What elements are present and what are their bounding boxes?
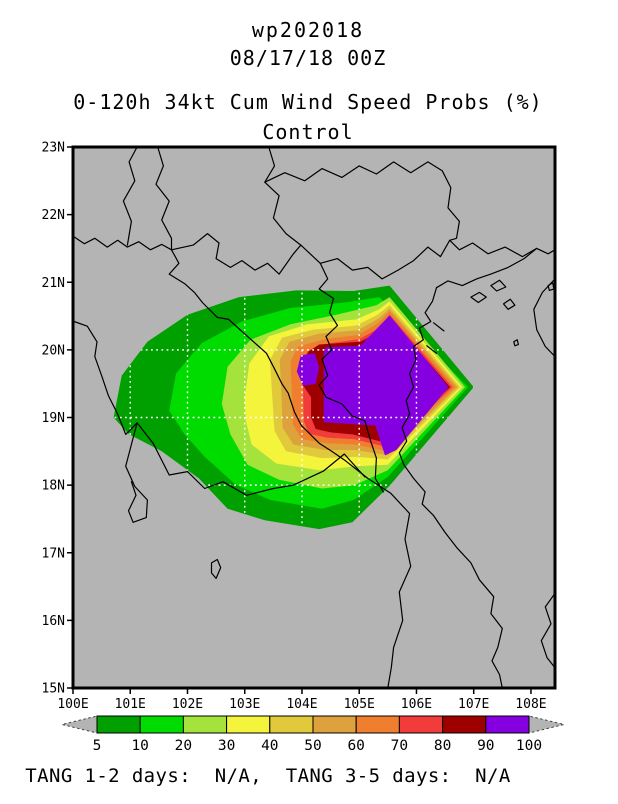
coastline-coast-vietnam [398, 287, 503, 689]
colorbar-swatch-70 [398, 715, 444, 734]
lon-tick-label-106E: 106E [401, 697, 432, 712]
init-datetime: 08/17/18 00Z [230, 46, 387, 70]
coastline-border-18n [136, 422, 366, 496]
gridlines [113, 285, 474, 530]
colorbar-arrow-right [528, 715, 565, 734]
lat-tick-label-22N: 22N [42, 208, 65, 223]
colorbar-swatch-90 [485, 715, 530, 734]
lat-tick-label-23N: 23N [42, 141, 65, 156]
colorbar-swatch-60 [355, 715, 400, 734]
lon-tick-label-101E: 101E [115, 697, 146, 712]
colorbar-label-70: 70 [391, 738, 408, 754]
coastline-border-china-ne [264, 161, 460, 241]
coastline-border-china-west [155, 146, 173, 251]
coastline-coast-east-edge [540, 592, 556, 669]
lon-tick-label-104E: 104E [286, 697, 317, 712]
coastline-border-china-main [264, 146, 556, 280]
island-6 [513, 339, 520, 347]
colorbar-label-30: 30 [218, 738, 235, 754]
coastline-border-china-nw [122, 146, 138, 246]
coastline-border-mid [170, 233, 302, 275]
colorbar-label-50: 50 [304, 738, 321, 754]
colorbar-swatch-80 [442, 715, 487, 734]
product-title: 0-120h 34kt Cum Wind Speed Probs (%) [73, 90, 542, 114]
coastline-coast-gulf-north [435, 247, 538, 289]
lat-tick-label-19N: 19N [42, 411, 65, 426]
colorbar-swatch-5 [96, 715, 141, 734]
lat-tick-label-18N: 18N [42, 479, 65, 494]
lon-tick-label-103E: 103E [229, 697, 260, 712]
lon-tick-label-100E: 100E [57, 697, 88, 712]
coastline-border-viet-lao [318, 262, 384, 493]
island-1 [470, 291, 487, 304]
probability-colorbar: 5 10 20 30 40 50 60 70 80 90 100 [61, 715, 565, 754]
coastline-delta-channel-2 [426, 345, 438, 354]
colorbar-label-100: 100 [516, 738, 542, 754]
colorbar-swatch-50 [312, 715, 357, 734]
coastline-coast-hainan [533, 278, 556, 358]
colorbar-label-5: 5 [93, 738, 102, 754]
colorbar-swatch-10 [139, 715, 184, 734]
lon-tick-label-108E: 108E [515, 697, 546, 712]
lon-tick-label-107E: 107E [458, 697, 489, 712]
lat-tick-label-21N: 21N [42, 276, 65, 291]
coastline-delta-channel-1 [433, 322, 445, 332]
colorbar-label-20: 20 [175, 738, 192, 754]
lat-tick-label-16N: 16N [42, 614, 65, 629]
lat-tick-label-20N: 20N [42, 343, 65, 358]
colorbar-arrow-left [61, 715, 98, 734]
lon-tick-label-105E: 105E [344, 697, 375, 712]
colorbar-label-90: 90 [477, 738, 494, 754]
island-2 [490, 279, 507, 292]
lat-tick-label-17N: 17N [42, 546, 65, 561]
island-4 [210, 558, 222, 580]
ensemble-member-label: Control [262, 120, 353, 144]
colorbar-label-10: 10 [131, 738, 148, 754]
coastline-border-west [73, 320, 148, 523]
colorbar-swatch-20 [182, 715, 228, 734]
colorbar-label-80: 80 [434, 738, 451, 754]
coastline-border-nw [73, 236, 173, 251]
island-3 [502, 298, 516, 310]
lat-tick-label-15N: 15N [42, 682, 65, 697]
lon-tick-label-102E: 102E [172, 697, 203, 712]
storm-id-title: wp202018 [252, 18, 364, 42]
tang-stats: TANG 1-2 days: N/A, TANG 3-5 days: N/A [25, 765, 511, 787]
colorbar-label-40: 40 [261, 738, 278, 754]
colorbar-label-60: 60 [347, 738, 364, 754]
coastline-border-long-diagonal [168, 249, 412, 689]
colorbar-swatch-30 [226, 715, 271, 734]
colorbar-swatch-40 [269, 715, 314, 734]
